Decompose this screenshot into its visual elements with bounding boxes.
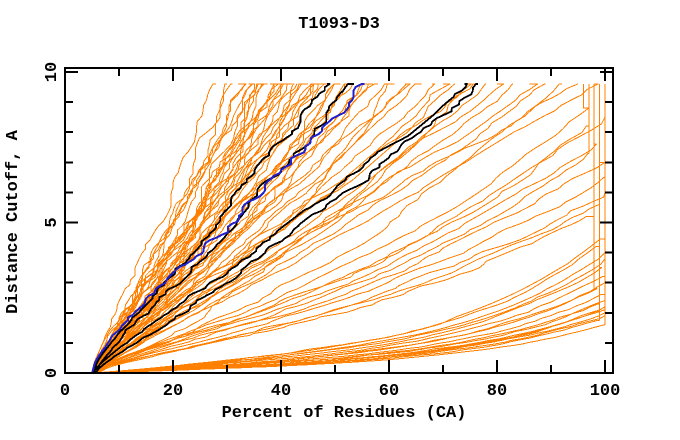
model-curve [91, 83, 487, 374]
model-curve [94, 84, 590, 374]
plot-title: T1093-D3 [298, 15, 380, 34]
model-curve [92, 83, 379, 374]
plot-frame [64, 67, 614, 374]
black-curves-group [92, 83, 479, 374]
y-axis-label: Distance Cutoff, A [4, 129, 23, 313]
black-curve [94, 83, 479, 374]
x-axis-label: Percent of Residues (CA) [222, 404, 467, 423]
model-curve [91, 83, 254, 374]
blue-curve-group [91, 83, 365, 374]
x-tick-label: 80 [487, 382, 507, 401]
black-curve [92, 83, 468, 374]
x-tick-label: 100 [590, 382, 621, 401]
tick-labels: 0 20 40 60 80 100 0 5 10 [43, 62, 620, 401]
y-tick-label: 10 [43, 62, 62, 82]
model-curve [93, 84, 606, 374]
model-curve [96, 84, 606, 374]
model-curve [92, 83, 265, 374]
black-curve [93, 83, 331, 374]
model-curve [94, 83, 260, 374]
blue-curve [91, 83, 365, 374]
model-curve [94, 83, 422, 374]
y-tick-label: 5 [43, 217, 62, 227]
model-curve [92, 83, 451, 374]
black-curve [95, 83, 354, 374]
model-curve [94, 84, 606, 374]
model-curve [91, 83, 411, 374]
model-curve [97, 84, 590, 374]
x-tick-label: 60 [379, 382, 399, 401]
axis-ticks [64, 69, 612, 374]
model-curve [91, 83, 217, 374]
y-tick-label: 0 [43, 368, 62, 378]
model-curve [96, 84, 606, 374]
x-tick-label: 20 [163, 382, 183, 401]
model-curve [98, 83, 298, 374]
model-curve [91, 83, 472, 374]
model-curve [98, 83, 476, 374]
x-tick-label: 40 [271, 382, 291, 401]
model-curve [98, 84, 606, 374]
model-curve [98, 83, 579, 374]
model-curve [94, 84, 595, 374]
x-tick-label: 0 [60, 382, 70, 401]
model-curve [91, 84, 597, 374]
model-curve [92, 84, 606, 374]
model-curve [98, 83, 411, 374]
frame-box [64, 67, 614, 374]
model-curve [91, 83, 599, 374]
